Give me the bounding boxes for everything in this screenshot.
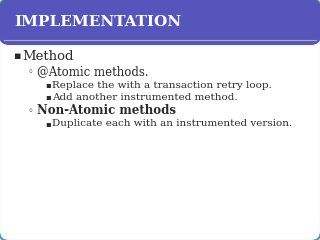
- Text: ▪: ▪: [45, 80, 51, 90]
- Text: ▪: ▪: [45, 120, 51, 128]
- Text: Duplicate each with an instrumented version.: Duplicate each with an instrumented vers…: [52, 120, 292, 128]
- Text: Replace the with a transaction retry loop.: Replace the with a transaction retry loo…: [52, 80, 272, 90]
- Text: @Atomic methods.: @Atomic methods.: [37, 66, 148, 78]
- Text: ◦: ◦: [28, 67, 34, 77]
- Text: Add another instrumented method.: Add another instrumented method.: [52, 92, 238, 102]
- Text: ◦: ◦: [28, 106, 34, 116]
- Text: IMPLEMENTATION: IMPLEMENTATION: [14, 15, 181, 29]
- Text: Non-Atomic methods: Non-Atomic methods: [37, 104, 176, 118]
- Text: Method: Method: [22, 49, 74, 62]
- Text: ▪: ▪: [45, 92, 51, 102]
- Text: ▪: ▪: [14, 51, 21, 61]
- FancyBboxPatch shape: [0, 0, 320, 45]
